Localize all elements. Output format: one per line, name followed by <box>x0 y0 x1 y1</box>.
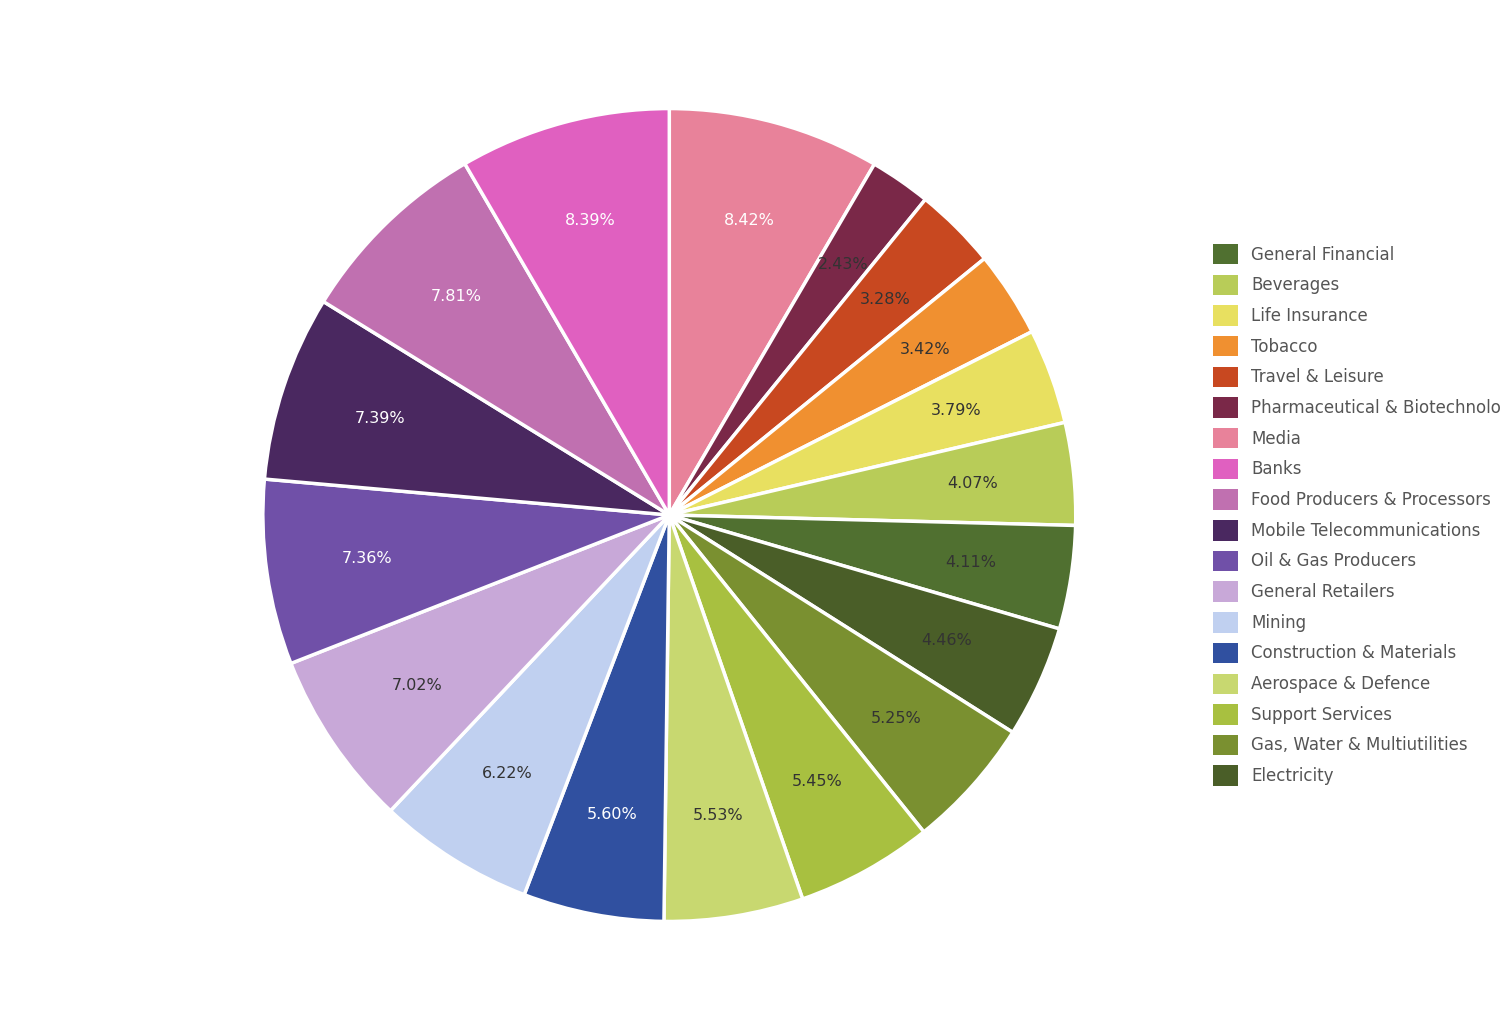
Wedge shape <box>669 332 1065 515</box>
Wedge shape <box>524 515 669 922</box>
Text: 4.11%: 4.11% <box>945 554 996 570</box>
Text: 4.46%: 4.46% <box>921 633 972 648</box>
Wedge shape <box>669 259 1032 515</box>
Wedge shape <box>669 515 1076 629</box>
Wedge shape <box>324 164 669 515</box>
Text: 7.36%: 7.36% <box>342 551 393 565</box>
Wedge shape <box>465 108 669 515</box>
Text: 5.25%: 5.25% <box>871 711 922 725</box>
Wedge shape <box>669 515 1012 832</box>
Wedge shape <box>669 515 924 899</box>
Text: 5.45%: 5.45% <box>792 775 843 789</box>
Wedge shape <box>669 200 984 515</box>
Text: 3.79%: 3.79% <box>930 404 981 418</box>
Wedge shape <box>669 164 926 515</box>
Text: 4.07%: 4.07% <box>946 477 998 491</box>
Legend: General Financial, Beverages, Life Insurance, Tobacco, Travel & Leisure, Pharmac: General Financial, Beverages, Life Insur… <box>1206 238 1500 792</box>
Text: 6.22%: 6.22% <box>482 765 532 781</box>
Wedge shape <box>262 479 669 663</box>
Wedge shape <box>664 515 802 922</box>
Text: 7.81%: 7.81% <box>430 289 482 304</box>
Text: 8.42%: 8.42% <box>723 213 774 229</box>
Text: 8.39%: 8.39% <box>564 213 615 229</box>
Text: 7.02%: 7.02% <box>392 678 442 693</box>
Text: 5.53%: 5.53% <box>693 809 744 823</box>
Text: 3.28%: 3.28% <box>859 291 910 307</box>
Wedge shape <box>669 108 874 515</box>
Wedge shape <box>669 422 1076 525</box>
Text: 5.60%: 5.60% <box>586 806 638 822</box>
Wedge shape <box>291 515 669 811</box>
Text: 7.39%: 7.39% <box>354 411 405 426</box>
Wedge shape <box>390 515 669 895</box>
Text: 3.42%: 3.42% <box>900 342 951 356</box>
Wedge shape <box>264 302 669 515</box>
Wedge shape <box>669 515 1059 732</box>
Text: 2.43%: 2.43% <box>818 256 868 272</box>
